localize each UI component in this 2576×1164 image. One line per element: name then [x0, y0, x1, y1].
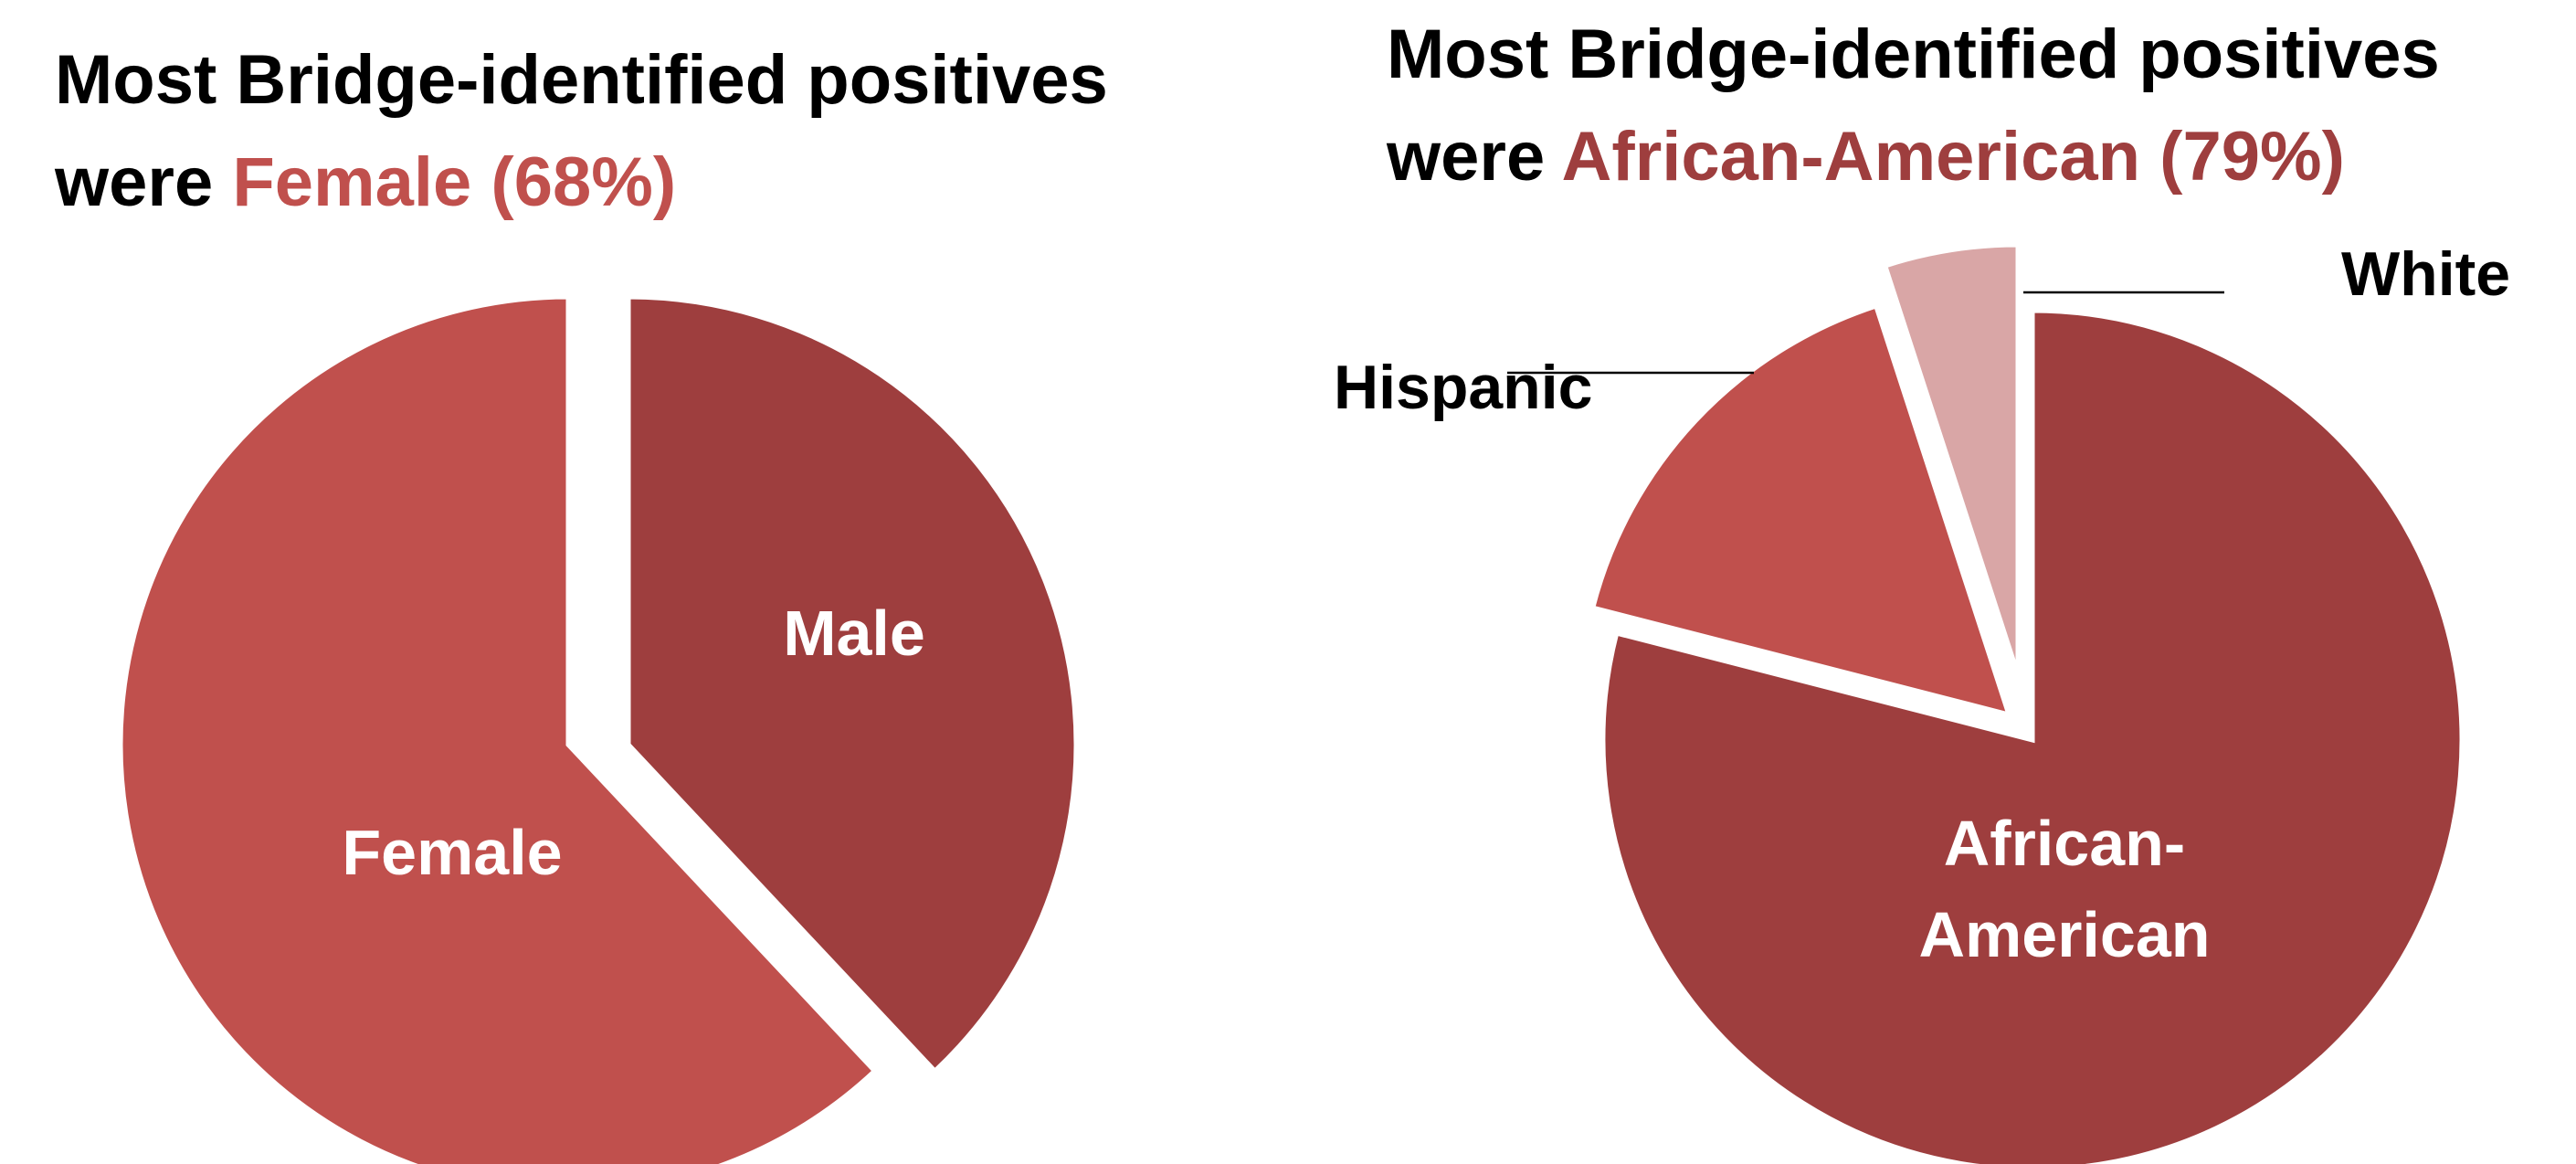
pie-slice-african-american — [1600, 308, 2465, 1164]
slice-label-white: White — [2341, 239, 2510, 309]
chart-title-race-prefix: were — [1387, 118, 1546, 196]
chart-title-gender-line2: were Female (68%) — [55, 132, 1108, 234]
slice-label-african-american: African-American — [1918, 808, 2210, 970]
chart-title-race-highlight: African-American (79%) — [1561, 118, 2345, 196]
chart-title-race-line1: Most Bridge-identified positives — [1387, 16, 2440, 93]
chart-title-gender-line1: Most Bridge-identified positives — [55, 41, 1108, 119]
slice-label-hispanic: Hispanic — [1334, 353, 1592, 422]
slice-label-female: Female — [342, 817, 562, 888]
pie-slice-white — [1882, 242, 2021, 675]
pie-chart-race: African-American Hispanic White — [1334, 239, 2510, 1164]
chart-title-gender-highlight: Female (68%) — [232, 143, 677, 221]
pie-chart-gender: Male Female — [118, 294, 1079, 1164]
chart-title-race: Most Bridge-identified positives were Af… — [1387, 4, 2440, 208]
chart-title-gender-prefix: were — [55, 143, 214, 221]
pie-slice-male — [626, 294, 1079, 1074]
slice-label-male: Male — [783, 598, 925, 669]
chart-title-gender: Most Bridge-identified positives were Fe… — [55, 29, 1108, 234]
chart-title-race-line2: were African-American (79%) — [1387, 106, 2440, 208]
pie-slice-hispanic — [1589, 302, 2012, 718]
pie-slice-female — [118, 294, 878, 1164]
